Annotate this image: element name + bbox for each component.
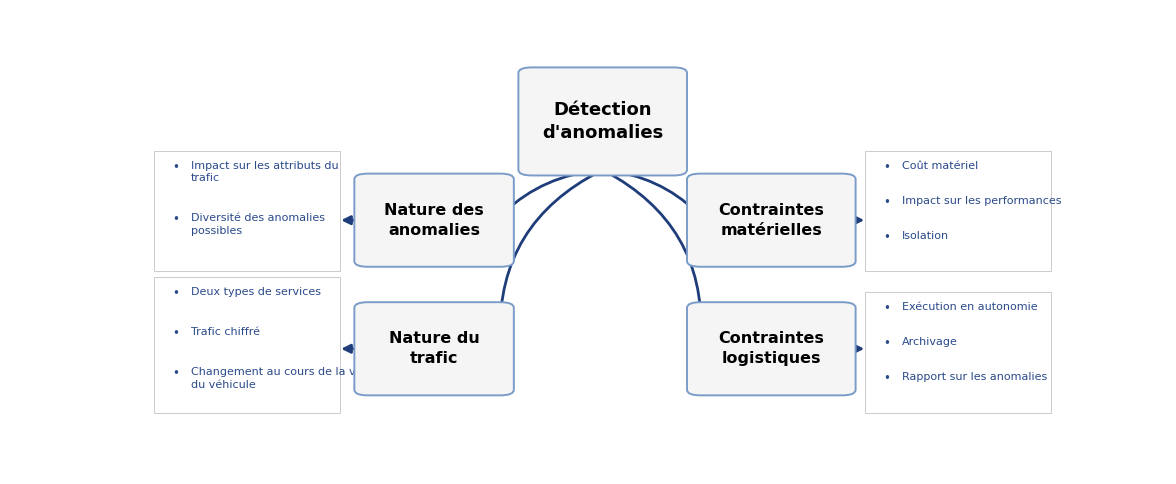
- FancyBboxPatch shape: [687, 302, 856, 395]
- Text: Isolation: Isolation: [902, 231, 949, 241]
- Text: Trafic chiffré: Trafic chiffré: [191, 327, 260, 337]
- Text: Archivage: Archivage: [902, 337, 957, 348]
- Text: •: •: [883, 302, 890, 315]
- Text: Contraintes
logistiques: Contraintes logistiques: [719, 332, 824, 366]
- Text: •: •: [883, 161, 890, 174]
- Text: •: •: [883, 372, 890, 385]
- Text: Impact sur les performances: Impact sur les performances: [902, 196, 1061, 206]
- Text: •: •: [173, 327, 180, 340]
- Text: Contraintes
matérielles: Contraintes matérielles: [719, 203, 824, 238]
- Text: Coût matériel: Coût matériel: [902, 161, 978, 170]
- FancyBboxPatch shape: [154, 277, 340, 413]
- FancyBboxPatch shape: [354, 174, 514, 267]
- Text: Impact sur les attributs du
trafic: Impact sur les attributs du trafic: [191, 161, 339, 183]
- Text: •: •: [173, 287, 180, 300]
- Text: •: •: [173, 161, 180, 174]
- Text: •: •: [883, 231, 890, 244]
- Text: •: •: [883, 337, 890, 350]
- FancyBboxPatch shape: [519, 67, 687, 176]
- Text: Diversité des anomalies
possibles: Diversité des anomalies possibles: [191, 213, 325, 236]
- Text: •: •: [173, 367, 180, 380]
- Text: •: •: [173, 213, 180, 226]
- FancyBboxPatch shape: [866, 151, 1051, 271]
- Text: •: •: [883, 196, 890, 209]
- Text: Nature du
trafic: Nature du trafic: [389, 332, 480, 366]
- Text: Rapport sur les anomalies: Rapport sur les anomalies: [902, 372, 1047, 382]
- FancyBboxPatch shape: [354, 302, 514, 395]
- Text: Détection
d'anomalies: Détection d'anomalies: [542, 101, 663, 142]
- FancyBboxPatch shape: [154, 151, 340, 271]
- Text: Deux types de services: Deux types de services: [191, 287, 321, 297]
- Text: Exécution en autonomie: Exécution en autonomie: [902, 302, 1037, 312]
- Text: Nature des
anomalies: Nature des anomalies: [385, 203, 485, 238]
- Text: Changement au cours de la vie
du véhicule: Changement au cours de la vie du véhicul…: [191, 367, 366, 390]
- FancyBboxPatch shape: [687, 174, 856, 267]
- FancyBboxPatch shape: [866, 292, 1051, 413]
